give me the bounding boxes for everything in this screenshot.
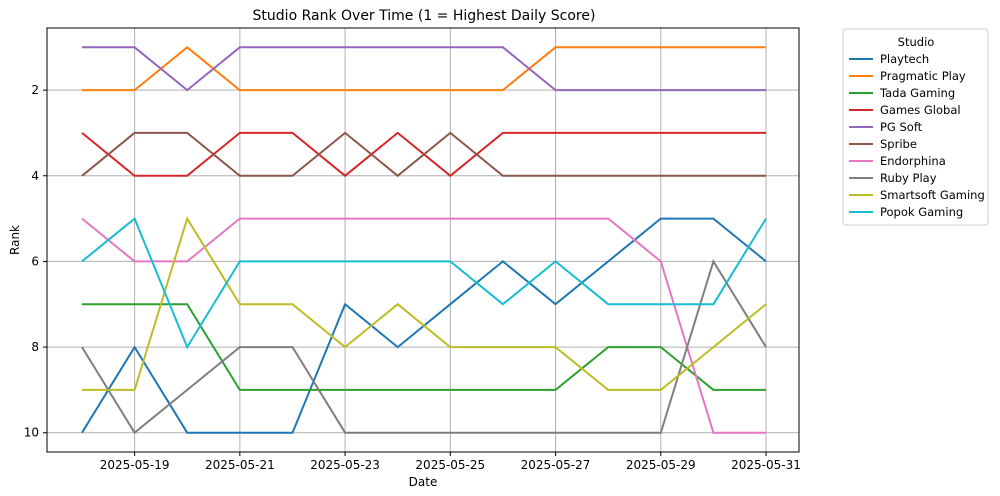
- legend: Studio Playtech Pragmatic Play Tada Gaming…: [842, 28, 989, 226]
- legend-item-spribe: Spribe: [849, 137, 917, 151]
- series-line-pragmatic-play: [82, 46, 766, 92]
- series-line-tada-gaming: [82, 303, 766, 391]
- x-axis-label: Date: [409, 475, 438, 489]
- y-tick-label: 2: [31, 83, 39, 97]
- series-lines: [81, 46, 767, 435]
- legend-item-playtech: Playtech: [849, 52, 929, 66]
- series-line-spribe: [81, 131, 766, 178]
- legend-label: Spribe: [880, 137, 917, 151]
- series-line-popok-gaming: [81, 216, 767, 350]
- series-line-ruby-play: [81, 258, 767, 435]
- legend-item-pragmatic-play: Pragmatic Play: [849, 69, 966, 83]
- series-line-smartsoft-gaming: [82, 216, 767, 391]
- y-tick-label: 8: [31, 340, 39, 354]
- x-tick-label: 2025-05-27: [521, 458, 591, 472]
- x-tick-label: 2025-05-23: [310, 458, 380, 472]
- y-tick-label: 4: [31, 169, 39, 183]
- x-axis-ticks: 2025-05-19 2025-05-21 2025-05-23 2025-05-25…: [100, 452, 801, 472]
- legend-item-tada-gaming: Tada Gaming: [849, 86, 955, 100]
- legend-label: Games Global: [880, 103, 961, 117]
- legend-label: Playtech: [880, 52, 929, 66]
- legend-item-games-global: Games Global: [849, 103, 961, 117]
- legend-item-endorphina: Endorphina: [849, 154, 946, 168]
- legend-title: Studio: [898, 35, 935, 49]
- x-tick-label: 2025-05-19: [100, 458, 170, 472]
- legend-label: Pragmatic Play: [880, 69, 966, 83]
- plot-frame: [46, 27, 800, 453]
- y-tick-label: 6: [31, 254, 39, 268]
- x-tick-label: 2025-05-21: [205, 458, 275, 472]
- legend-label: Popok Gaming: [880, 205, 963, 219]
- legend-label: Endorphina: [880, 154, 946, 168]
- legend-label: PG Soft: [880, 120, 923, 134]
- y-axis-ticks: 2 4 6 8 10: [24, 83, 47, 440]
- legend-item-smartsoft-gaming: Smartsoft Gaming: [849, 188, 985, 202]
- legend-item-ruby-play: Ruby Play: [849, 171, 937, 185]
- y-tick-label: 10: [24, 426, 39, 440]
- x-tick-label: 2025-05-25: [415, 458, 485, 472]
- legend-items: Playtech Pragmatic Play Tada Gaming Games G…: [849, 52, 985, 219]
- x-tick-label: 2025-05-29: [626, 458, 696, 472]
- legend-frame: [842, 28, 989, 226]
- legend-label: Smartsoft Gaming: [880, 188, 985, 202]
- series-line-pg-soft: [82, 46, 766, 92]
- series-line-endorphina: [81, 217, 766, 434]
- legend-item-pg-soft: PG Soft: [849, 120, 923, 134]
- legend-item-popok-gaming: Popok Gaming: [849, 205, 963, 219]
- y-axis-label: Rank: [8, 225, 22, 255]
- legend-label: Ruby Play: [880, 171, 937, 185]
- x-tick-label: 2025-05-31: [731, 458, 801, 472]
- chart-title: Studio Rank Over Time (1 = Highest Daily…: [253, 8, 596, 24]
- legend-label: Tada Gaming: [879, 86, 955, 100]
